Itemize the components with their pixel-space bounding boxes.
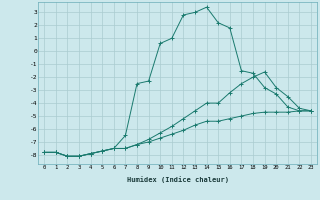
X-axis label: Humidex (Indice chaleur): Humidex (Indice chaleur) [127, 176, 228, 183]
